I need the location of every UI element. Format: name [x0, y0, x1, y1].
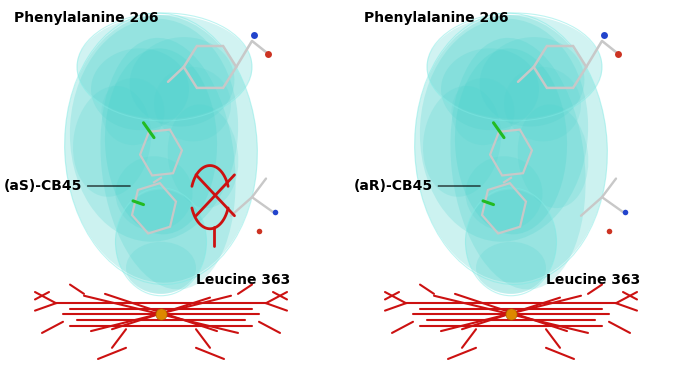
Ellipse shape: [105, 48, 217, 234]
Ellipse shape: [466, 190, 556, 294]
Ellipse shape: [420, 19, 588, 242]
Ellipse shape: [130, 37, 234, 126]
Text: (aS)-CB45: (aS)-CB45: [4, 179, 130, 193]
Ellipse shape: [116, 156, 192, 231]
Ellipse shape: [423, 86, 501, 197]
Ellipse shape: [154, 67, 231, 141]
Ellipse shape: [168, 105, 238, 208]
Ellipse shape: [77, 15, 252, 119]
Ellipse shape: [70, 19, 238, 242]
Ellipse shape: [452, 78, 514, 145]
Ellipse shape: [455, 48, 567, 234]
Ellipse shape: [414, 15, 608, 283]
Text: (aR)-CB45: (aR)-CB45: [354, 179, 480, 193]
Ellipse shape: [116, 190, 206, 294]
Ellipse shape: [466, 156, 542, 231]
Ellipse shape: [427, 15, 602, 119]
Ellipse shape: [441, 48, 539, 130]
Ellipse shape: [518, 105, 588, 208]
Ellipse shape: [64, 15, 258, 283]
Text: Phenylalanine 206: Phenylalanine 206: [364, 11, 508, 25]
Text: Leucine 363: Leucine 363: [196, 273, 290, 288]
Ellipse shape: [73, 86, 151, 197]
Ellipse shape: [480, 37, 584, 126]
Ellipse shape: [476, 242, 546, 294]
Ellipse shape: [126, 242, 196, 294]
Ellipse shape: [100, 38, 236, 289]
Ellipse shape: [450, 38, 586, 289]
Ellipse shape: [91, 48, 189, 130]
Text: Phenylalanine 206: Phenylalanine 206: [14, 11, 158, 25]
Text: Leucine 363: Leucine 363: [546, 273, 640, 288]
Ellipse shape: [102, 78, 164, 145]
Ellipse shape: [504, 67, 581, 141]
